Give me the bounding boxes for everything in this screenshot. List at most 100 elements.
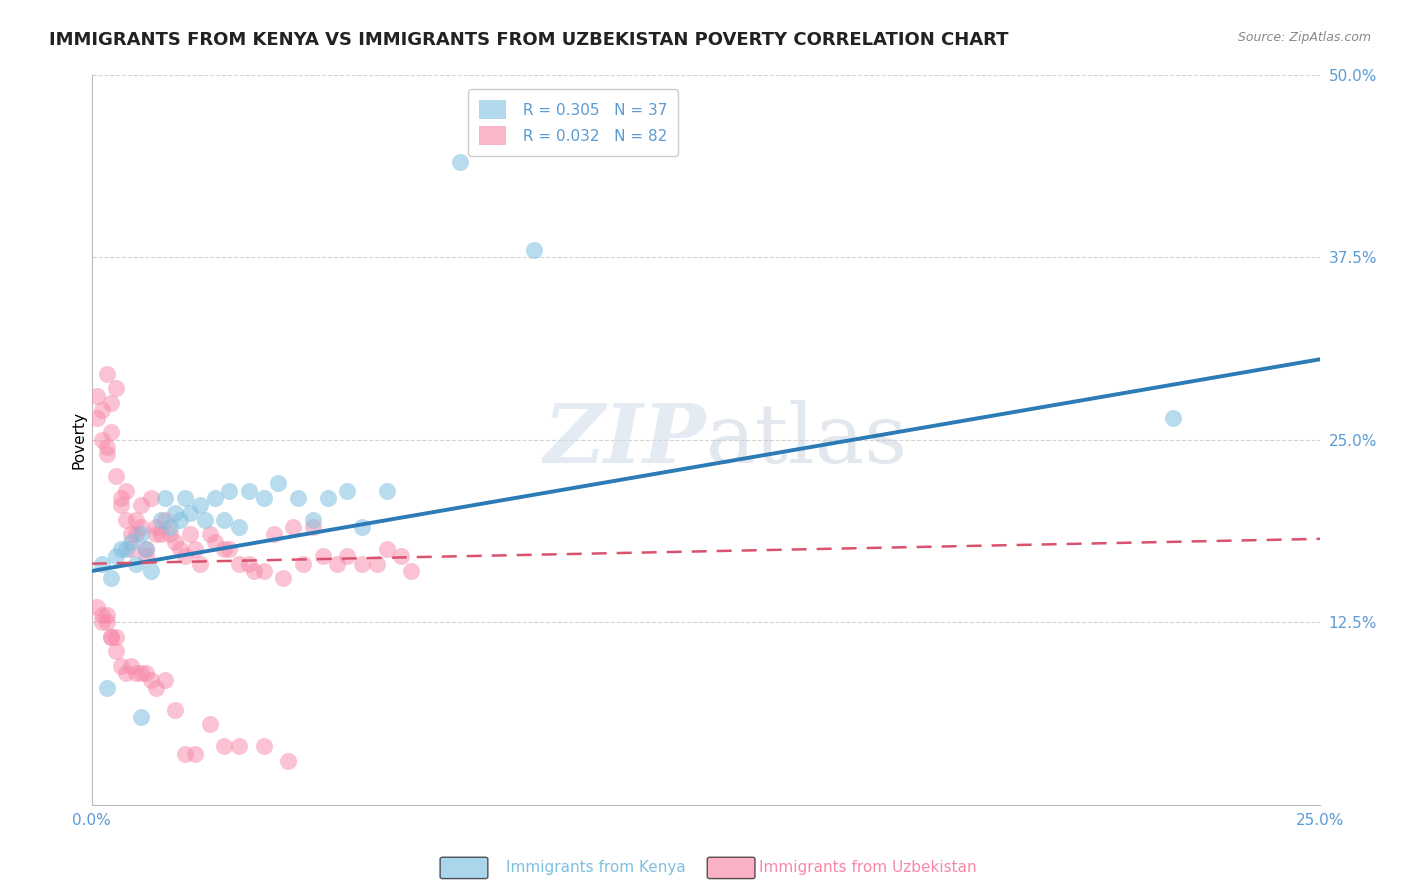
Point	[169, 513, 191, 527]
Point	[375, 542, 398, 557]
Point	[238, 483, 260, 498]
Point	[125, 557, 148, 571]
Point	[139, 491, 162, 505]
Point	[253, 564, 276, 578]
Point	[100, 396, 122, 410]
Point	[312, 549, 335, 564]
Point	[389, 549, 412, 564]
Point	[86, 600, 108, 615]
Point	[165, 703, 187, 717]
Point	[149, 513, 172, 527]
Text: IMMIGRANTS FROM KENYA VS IMMIGRANTS FROM UZBEKISTAN POVERTY CORRELATION CHART: IMMIGRANTS FROM KENYA VS IMMIGRANTS FROM…	[49, 31, 1008, 49]
Point	[214, 739, 236, 754]
Point	[129, 666, 152, 681]
Point	[90, 557, 112, 571]
Point	[96, 367, 118, 381]
Point	[100, 630, 122, 644]
Point	[129, 710, 152, 724]
Point	[115, 513, 138, 527]
Point	[96, 440, 118, 454]
Point	[145, 681, 167, 695]
Point	[125, 666, 148, 681]
Point	[155, 673, 177, 688]
Point	[96, 615, 118, 629]
Point	[115, 542, 138, 557]
Point	[198, 527, 221, 541]
Text: Immigrants from Kenya: Immigrants from Kenya	[506, 861, 686, 875]
Point	[188, 498, 211, 512]
Point	[283, 520, 305, 534]
Point	[120, 659, 142, 673]
Point	[218, 483, 240, 498]
Point	[145, 527, 167, 541]
Point	[179, 527, 201, 541]
Point	[120, 534, 142, 549]
Point	[218, 542, 240, 557]
Point	[125, 527, 148, 541]
Point	[96, 607, 118, 622]
Point	[125, 513, 148, 527]
Point	[105, 630, 128, 644]
Text: Source: ZipAtlas.com: Source: ZipAtlas.com	[1237, 31, 1371, 45]
Point	[135, 542, 157, 557]
Point	[165, 506, 187, 520]
Text: Immigrants from Uzbekistan: Immigrants from Uzbekistan	[759, 861, 977, 875]
Point	[214, 542, 236, 557]
Legend:  R = 0.305   N = 37,  R = 0.032   N = 82: R = 0.305 N = 37, R = 0.032 N = 82	[468, 89, 679, 156]
Point	[263, 527, 285, 541]
Point	[375, 483, 398, 498]
Point	[129, 520, 152, 534]
Point	[238, 557, 260, 571]
Point	[129, 527, 152, 541]
Point	[350, 557, 373, 571]
Point	[86, 410, 108, 425]
Point	[135, 666, 157, 681]
Text: ZIP: ZIP	[543, 400, 706, 480]
Point	[105, 549, 128, 564]
Point	[184, 542, 207, 557]
Point	[214, 513, 236, 527]
Point	[139, 564, 162, 578]
Point	[110, 659, 132, 673]
Point	[120, 542, 142, 557]
Point	[129, 498, 152, 512]
Point	[90, 607, 112, 622]
Point	[277, 754, 299, 768]
Point	[316, 491, 339, 505]
Point	[194, 513, 217, 527]
Point	[326, 557, 349, 571]
Point	[174, 747, 197, 761]
Point	[228, 739, 250, 754]
Point	[100, 425, 122, 440]
Point	[399, 564, 422, 578]
Point	[228, 557, 250, 571]
Point	[100, 630, 122, 644]
Point	[149, 527, 172, 541]
Point	[302, 520, 325, 534]
Text: atlas: atlas	[706, 400, 908, 480]
Point	[115, 666, 138, 681]
Point	[292, 557, 315, 571]
Point	[243, 564, 266, 578]
Point	[174, 491, 197, 505]
Point	[155, 491, 177, 505]
Point	[188, 557, 211, 571]
Point	[204, 491, 226, 505]
Point	[228, 520, 250, 534]
Point	[155, 513, 177, 527]
Point	[135, 542, 157, 557]
Point	[110, 542, 132, 557]
Point	[135, 549, 157, 564]
Point	[145, 520, 167, 534]
Point	[302, 513, 325, 527]
Point	[287, 491, 309, 505]
Point	[159, 527, 181, 541]
Point	[169, 542, 191, 557]
Point	[336, 483, 359, 498]
Point	[96, 681, 118, 695]
Point	[350, 520, 373, 534]
Point	[110, 498, 132, 512]
Point	[204, 534, 226, 549]
Point	[105, 469, 128, 483]
Point	[159, 520, 181, 534]
